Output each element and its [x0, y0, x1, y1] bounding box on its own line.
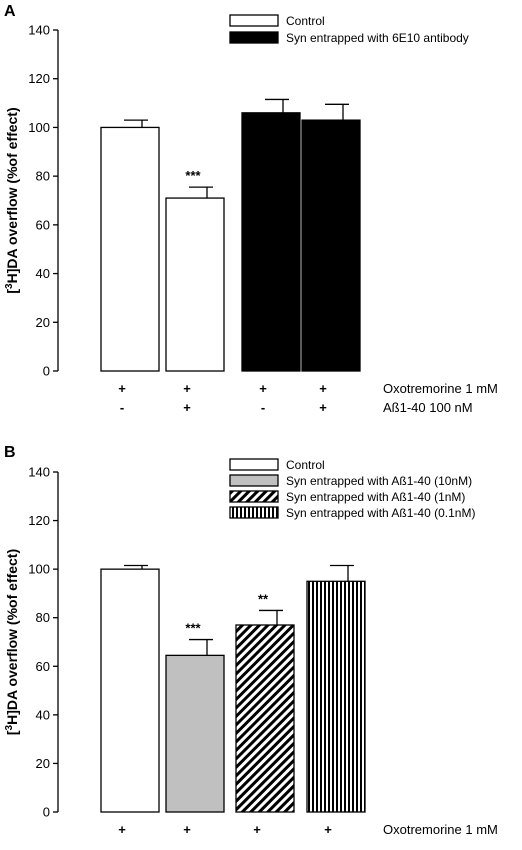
condition-mark: +	[319, 381, 327, 396]
condition-mark: +	[183, 381, 191, 396]
panel-label: B	[4, 444, 16, 461]
condition-mark: +	[183, 822, 191, 837]
condition-label: Aß1-40 100 nM	[383, 400, 473, 415]
legend-swatch	[229, 14, 279, 27]
legend-label: Control	[286, 458, 325, 472]
condition-mark: +	[118, 381, 126, 396]
y-tick-label: 100	[28, 120, 50, 135]
bar	[165, 197, 225, 372]
panel-b: B 0 20 40 60 80 100 120 140 [3H]DA overflow (%of …	[4, 444, 498, 837]
bar	[241, 112, 301, 372]
condition-mark: +	[183, 400, 191, 415]
y-tick-label: 20	[36, 756, 50, 771]
y-tick-label: 40	[36, 266, 50, 281]
bar	[100, 568, 160, 813]
legend-label: Syn entrapped with Aß1-40 (0.1nM)	[286, 506, 475, 520]
condition-mark: +	[118, 822, 126, 837]
y-tick-label: 60	[36, 659, 50, 674]
condition-label: Oxotremorine 1 mM	[383, 381, 498, 396]
y-tick-label: 120	[28, 71, 50, 86]
panel-label: A	[4, 3, 16, 20]
condition-label: Oxotremorine 1 mM	[383, 822, 498, 837]
legend-label: Syn entrapped with Aß1-40 (10nM)	[286, 474, 472, 488]
legend-swatch	[229, 506, 279, 519]
y-axis-label: [3H]DA overflow (%of effect)	[4, 549, 20, 735]
condition-mark: +	[259, 381, 267, 396]
legend-swatch	[229, 458, 279, 471]
panel-a: A 0 20 40 60 80 100 120 140 [3H]DA overflow (%of …	[4, 3, 498, 415]
y-tick-label: 100	[28, 562, 50, 577]
bar	[306, 580, 366, 813]
y-tick-label: 0	[43, 805, 50, 820]
significance-label: ***	[185, 168, 201, 183]
legend-swatch	[229, 490, 279, 503]
condition-mark: +	[324, 822, 332, 837]
y-tick-label: 80	[36, 169, 50, 184]
condition-mark: +	[319, 400, 327, 415]
y-tick-label: 140	[28, 23, 50, 38]
significance-label: **	[258, 591, 269, 606]
y-tick-label: 60	[36, 217, 50, 232]
legend-label: Syn entrapped with Aß1-40 (1nM)	[286, 490, 465, 504]
significance-label: ***	[185, 621, 201, 636]
bar	[100, 126, 160, 372]
condition-mark: -	[120, 400, 124, 415]
y-tick-label: 80	[36, 610, 50, 625]
y-tick-label: 20	[36, 315, 50, 330]
bar	[235, 624, 295, 813]
legend-swatch	[229, 474, 279, 487]
legend-label: Control	[286, 14, 325, 28]
bar	[165, 654, 225, 813]
y-tick-label: 0	[43, 364, 50, 379]
legend-label: Syn entrapped with 6E10 antibody	[286, 31, 469, 45]
condition-mark: -	[261, 400, 265, 415]
condition-mark: +	[253, 822, 261, 837]
y-tick-label: 120	[28, 513, 50, 528]
y-tick-label: 40	[36, 707, 50, 722]
bar	[301, 119, 361, 372]
legend-swatch	[229, 31, 279, 44]
y-axis-label: [3H]DA overflow (%of effect)	[4, 107, 20, 293]
y-tick-label: 140	[28, 465, 50, 480]
